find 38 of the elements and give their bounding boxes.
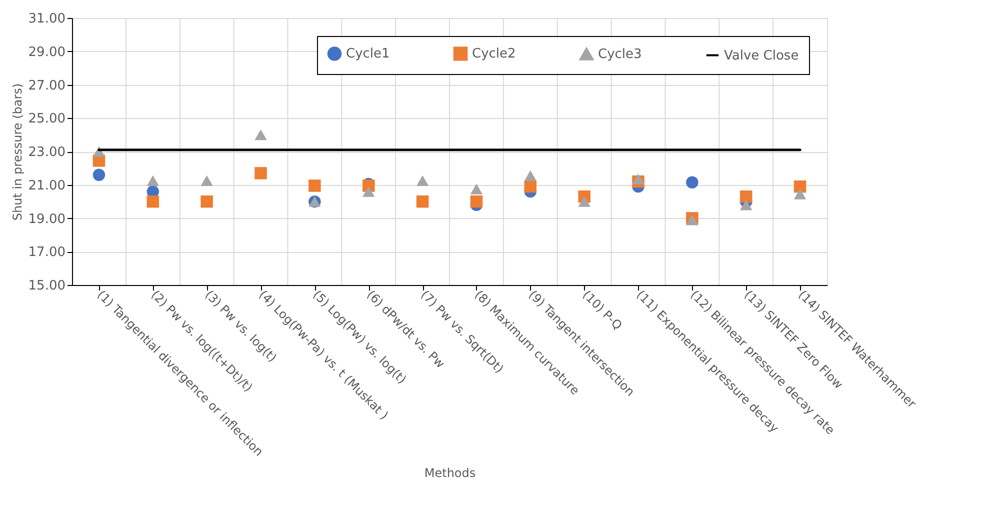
point — [254, 130, 267, 140]
point — [740, 190, 752, 203]
point — [92, 168, 106, 181]
point — [524, 170, 537, 181]
x-axis-title: Methods — [424, 466, 476, 480]
point — [200, 175, 213, 186]
y-tick-label: 27.00 — [28, 78, 66, 94]
y-tick-label: 29.00 — [28, 44, 66, 60]
y-tick-label: 15.00 — [28, 278, 66, 294]
legend-label: Cycle2 — [472, 46, 516, 62]
point — [686, 214, 698, 226]
legend-label: Valve Close — [724, 48, 799, 64]
point — [470, 184, 483, 194]
legend-label: Cycle3 — [598, 47, 642, 62]
point — [794, 188, 806, 200]
point — [578, 196, 590, 207]
legend-label: Cycle1 — [346, 46, 390, 62]
point — [254, 167, 267, 180]
point — [794, 180, 806, 193]
point — [686, 176, 698, 188]
y-tick-label: 21.00 — [28, 178, 66, 194]
point — [146, 195, 160, 208]
point — [416, 195, 429, 208]
point — [200, 195, 213, 208]
y-tick-label: 19.00 — [28, 212, 66, 227]
point — [362, 186, 375, 197]
point — [524, 180, 537, 193]
point — [308, 180, 321, 192]
point — [632, 174, 644, 184]
point — [740, 200, 752, 210]
y-tick-label: 17.00 — [28, 245, 66, 260]
point — [470, 195, 483, 208]
point — [416, 175, 429, 186]
y-tick-label: 31.00 — [28, 12, 66, 26]
y-tick-label: 23.00 — [28, 145, 66, 160]
point — [146, 175, 160, 186]
y-tick-label: 25.00 — [28, 112, 66, 127]
y-axis-title: Shut in pressure (bars) — [10, 83, 24, 221]
